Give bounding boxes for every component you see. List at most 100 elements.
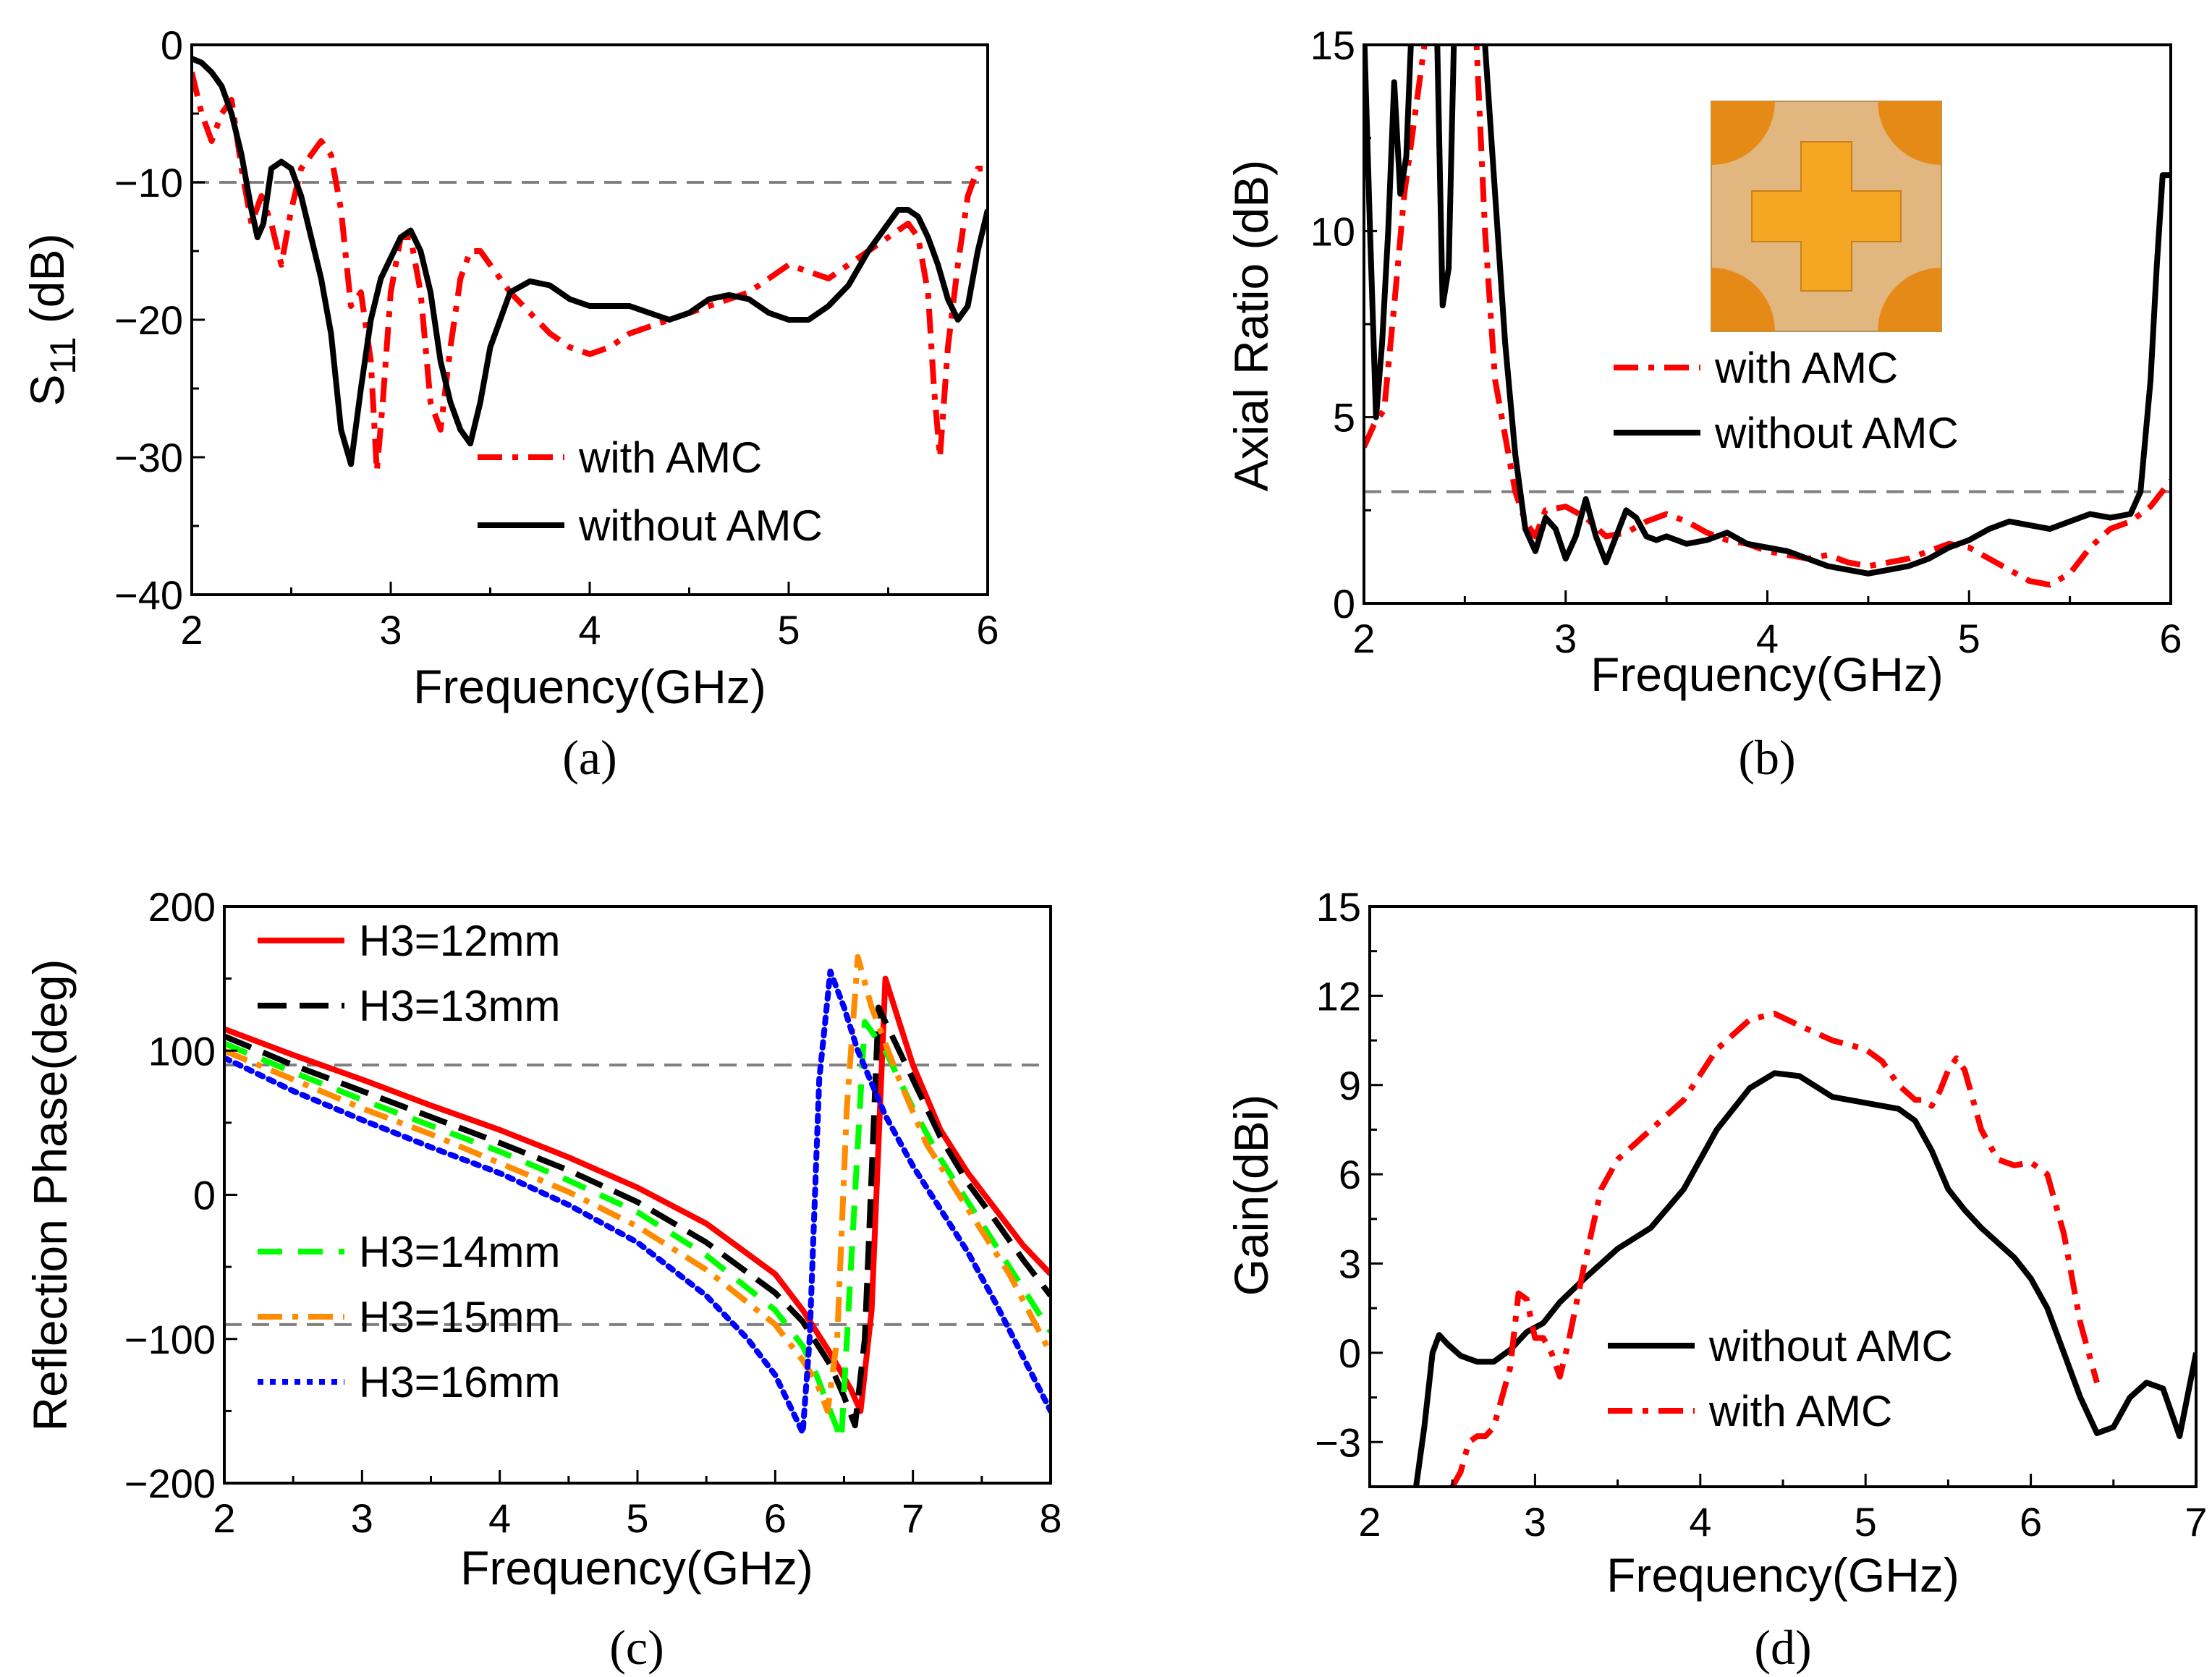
y-axis-label-sub: 11 [43,337,83,375]
y-tick-label: 15 [1310,22,1355,68]
data-lines [224,954,1051,1443]
y-tick-label: 0 [1333,581,1355,627]
y-tick-label: 5 [1333,395,1355,441]
legend-label-0: with AMC [1714,344,1898,392]
series-line-1 [224,1004,1051,1429]
x-tick-label: 5 [626,1495,648,1541]
series-line-0 [192,72,988,474]
y-tick-label: −30 [114,435,183,480]
inset-corner [1878,268,1941,331]
y-tick-label: 10 [1310,208,1355,254]
x-axis-label: Frequency(GHz) [413,660,766,713]
x-tick-label: 2 [180,607,203,653]
inset-corner [1878,101,1941,165]
y-axis-label: S11 (dB) [20,234,83,407]
series-line-3 [224,954,1051,1414]
x-tick-label: 2 [1352,616,1375,661]
y-tick-label: 100 [148,1028,216,1074]
inset-corner [1711,101,1775,165]
x-axis-label: Frequency(GHz) [460,1541,813,1595]
inset-cross-patch [1751,141,1902,292]
data-lines [1364,45,2171,588]
y-axis-label: Gain(dBi) [1224,1095,1278,1296]
y-tick-label: −3 [1315,1419,1361,1465]
x-axis-label: Frequency(GHz) [1606,1548,1959,1602]
x-tick-label: 3 [379,607,402,653]
y-tick-label: 0 [161,22,183,68]
y-tick-label: 3 [1339,1241,1361,1287]
x-tick-label: 2 [213,1495,235,1541]
legend-label-1: without AMC [1714,409,1959,457]
x-tick-label: 7 [2185,1499,2207,1545]
y-tick-label: 15 [1316,884,1361,930]
y-tick-label: 12 [1316,973,1361,1019]
x-tick-label: 5 [777,607,800,653]
panel-caption: (a) [562,730,616,785]
panel-b: 2 3 4 5 6 0 5 10 15 Frequency(GHz) Axial Ratio (dB… [1224,22,2182,785]
panel-a: 2 3 4 5 6 0 −10 −20 −30 −40 Frequency(GHz) S11 (dB)… [20,22,999,785]
y-axis-label-unit: (dB) [20,234,74,337]
y-tick-label: 6 [1339,1152,1361,1197]
x-tick-label: 4 [488,1495,511,1541]
legend: with AMC without AMC [478,433,823,550]
legend: with AMC without AMC [1614,344,1959,457]
y-axis-label: Axial Ratio (dB) [1224,160,1278,492]
y-tick-label: −100 [124,1317,216,1362]
panel-caption: (d) [1754,1620,1811,1675]
x-tick-label: 4 [1756,616,1779,661]
x-tick-label: 3 [1524,1499,1546,1545]
y-tick-label: 200 [148,884,216,930]
x-axis-label: Frequency(GHz) [1590,648,1944,701]
amc-unit-cell-inset [1711,101,1942,332]
panel-caption: (c) [609,1620,664,1675]
x-tick-label: 4 [578,607,601,653]
y-tick-label: −20 [114,297,183,343]
y-axis-label-main: S [20,374,74,406]
x-tick-label: 6 [976,607,999,653]
legend-label-0: without AMC [1708,1322,1953,1370]
panel-c: 2 3 4 5 6 7 8 200 100 0 −100 −200 Frequency(GHz) Refl… [23,884,1062,1675]
x-tick-label: 8 [1039,1495,1061,1541]
legend-label-1: with AMC [1708,1387,1892,1435]
x-tick-label: 3 [351,1495,373,1541]
series-line-4 [224,968,1051,1436]
y-tick-label: 0 [193,1173,216,1218]
data-lines [1413,1011,2196,1487]
data-lines [192,56,988,474]
x-tick-label: 3 [1554,616,1577,661]
y-tick-label: −40 [114,572,183,618]
y-tick-label: 9 [1339,1063,1361,1108]
x-tick-label: 7 [902,1495,924,1541]
panel-caption: (b) [1738,730,1795,785]
series-line-1 [1364,45,2171,577]
legend: H3=12mm H3=13mm H3=14mm H3=15mm H3=16mm [258,917,560,1406]
panel-d: 2 3 4 5 6 7 15 12 9 6 3 0 −3 Frequency(GHz) Gain(dBi) w… [1224,884,2208,1675]
legend-label-1: H3=13mm [359,982,560,1030]
legend-label-4: H3=16mm [359,1358,560,1406]
y-axis-label: Reflection Phase(deg) [23,959,77,1431]
legend-label-3: H3=15mm [359,1293,560,1341]
legend-label-0: H3=12mm [359,917,560,965]
series-line-1 [192,56,988,467]
legend: without AMC with AMC [1608,1322,1953,1435]
plot-frame [223,905,1052,1485]
x-tick-label: 5 [1958,616,1980,661]
legend-label-1: without AMC [578,501,823,550]
y-tick-label: −200 [124,1461,216,1506]
x-tick-label: 2 [1358,1499,1381,1545]
x-tick-label: 5 [1855,1499,1877,1545]
x-tick-label: 6 [764,1495,787,1541]
x-tick-label: 4 [1689,1499,1711,1545]
x-tick-label: 6 [2020,1499,2042,1545]
y-tick-label: 0 [1339,1330,1361,1376]
series-line-1 [1449,1011,2100,1487]
series-line-0 [224,975,1051,1414]
y-tick-label: −10 [114,160,183,205]
series-line-2 [224,1019,1051,1443]
legend-label-0: with AMC [578,433,762,482]
inset-corner [1711,268,1775,331]
legend-label-2: H3=14mm [359,1228,560,1276]
series-line-0 [1413,1070,2196,1487]
x-tick-label: 6 [2159,616,2182,661]
